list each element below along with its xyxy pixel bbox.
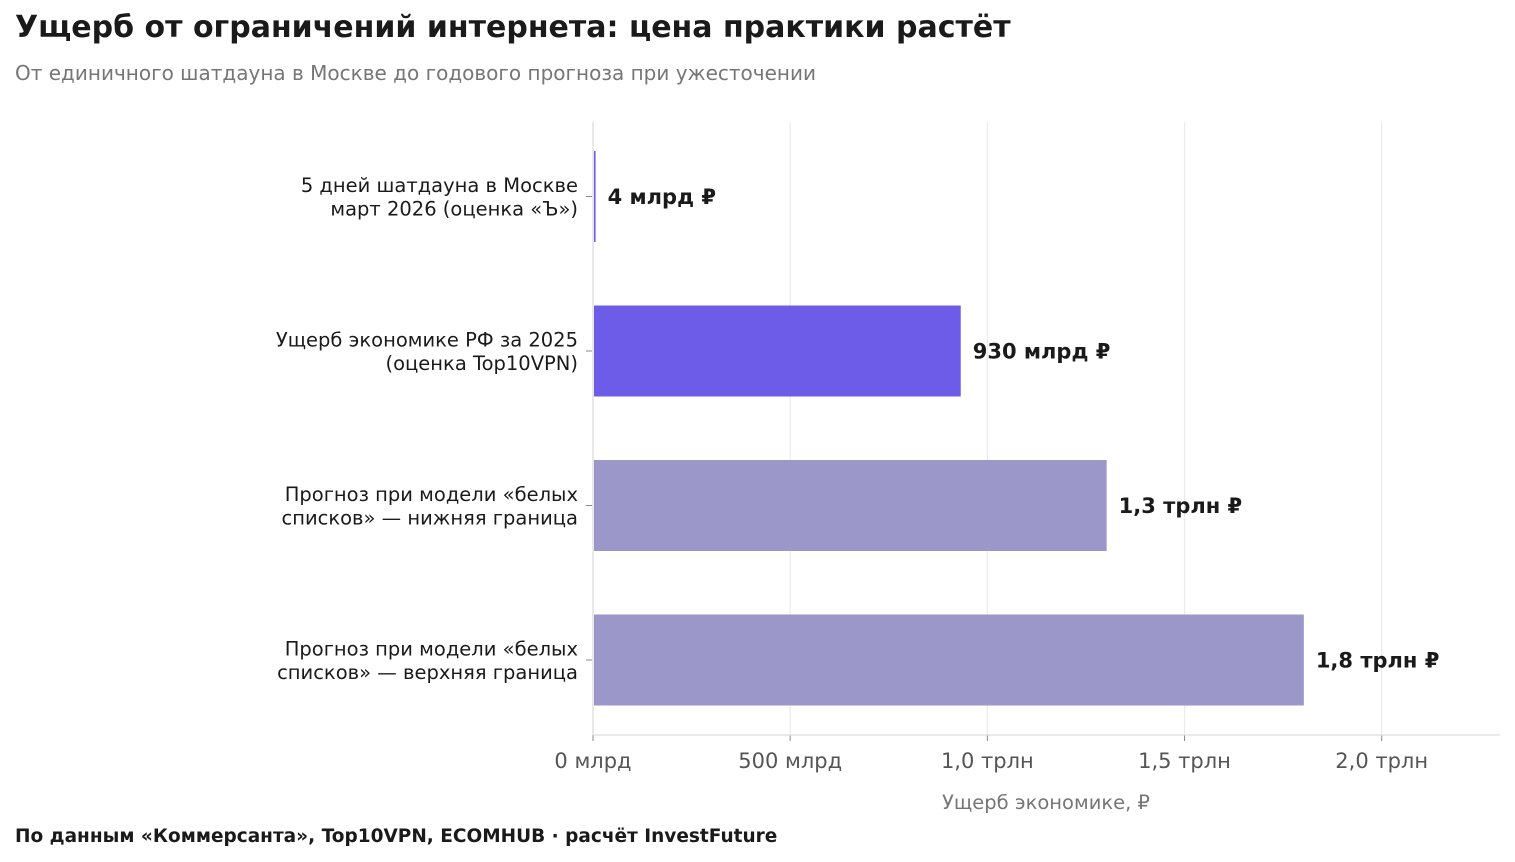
category-label: 5 дней шатдауна в Москве март 2026 (оценк… <box>301 174 578 221</box>
x-tick-label: 2,0 трлн <box>1335 749 1428 773</box>
bars <box>594 151 1304 706</box>
x-tick-label: 0 млрд <box>554 749 631 773</box>
bar <box>594 305 961 397</box>
x-axis-title: Ущерб экономике, ₽ <box>942 791 1150 814</box>
category-label-line: списков» — нижняя граница <box>281 506 578 529</box>
category-label-line: списков» — верхняя граница <box>277 661 578 684</box>
x-tick-label: 1,0 трлн <box>941 749 1034 773</box>
value-label: 1,3 трлн ₽ <box>1119 494 1243 518</box>
category-label: Ущерб экономике РФ за 2025 (оценка Top10V… <box>276 328 578 375</box>
x-tick-label: 1,5 трлн <box>1138 749 1231 773</box>
category-label: Прогноз при модели «белых списков» — верх… <box>277 637 578 684</box>
category-label-line: Прогноз при модели «белых <box>285 637 578 660</box>
value-label: 930 млрд ₽ <box>973 340 1111 364</box>
category-label-line: Прогноз при модели «белых <box>285 483 578 506</box>
value-label: 4 млрд ₽ <box>608 185 716 209</box>
bar <box>594 460 1107 551</box>
x-axis: 0 млрд 500 млрд 1,0 трлн 1,5 трлн 2,0 трлн <box>554 122 1500 773</box>
value-labels: 4 млрд ₽ 930 млрд ₽ 1,3 трлн ₽ 1,8 трлн ₽ <box>608 185 1440 673</box>
category-label-line: март 2026 (оценка «Ъ») <box>330 197 578 220</box>
category-label: Прогноз при модели «белых списков» — нижн… <box>281 483 578 530</box>
category-label-line: (оценка Top10VPN) <box>386 352 579 375</box>
value-label: 1,8 трлн ₽ <box>1316 649 1440 673</box>
x-tick-label: 500 млрд <box>738 749 842 773</box>
source-note: По данным «Коммерсанта», Top10VPN, ECOMH… <box>15 826 778 847</box>
category-label-line: 5 дней шатдауна в Москве <box>301 174 578 197</box>
bar <box>594 151 596 242</box>
category-label-line: Ущерб экономике РФ за 2025 <box>276 328 578 351</box>
bar <box>594 614 1304 706</box>
category-labels: 5 дней шатдауна в Москве март 2026 (оценк… <box>276 174 592 684</box>
chart-subtitle: От единичного шатдауна в Москве до годов… <box>15 61 816 85</box>
chart-title: Ущерб от ограничений интернета: цена пра… <box>15 10 1011 45</box>
